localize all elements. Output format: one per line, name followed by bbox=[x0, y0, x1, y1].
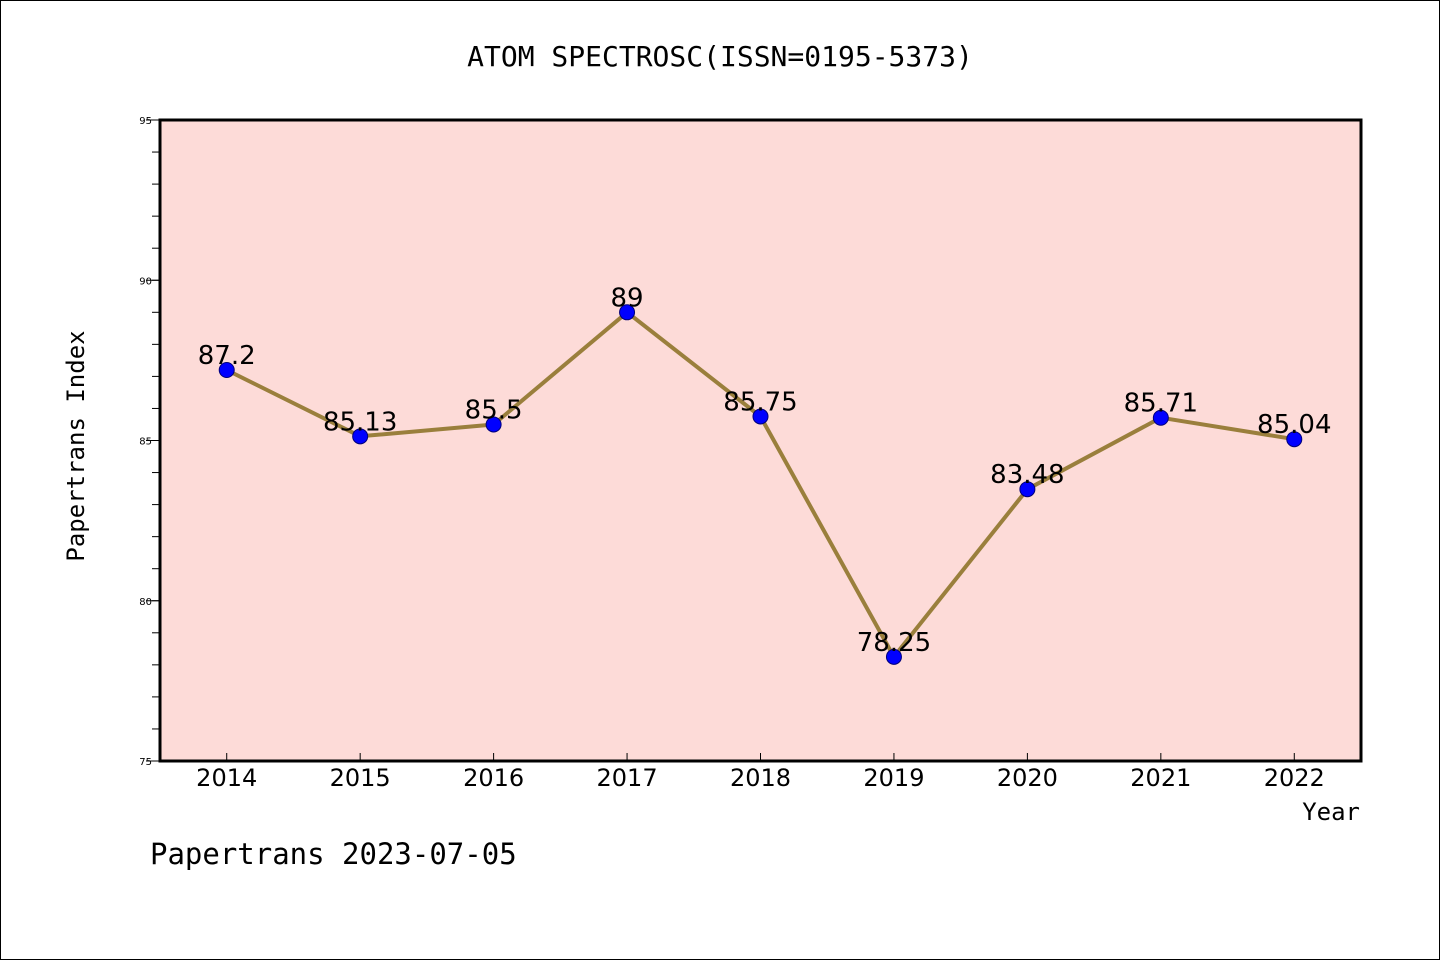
y-tick-label: 90 bbox=[139, 276, 152, 287]
data-labels: 87.2 85.13 85.5 89 85.75 78.25 83.48 85.71 85.04 bbox=[198, 283, 1332, 658]
data-label: 89 bbox=[611, 283, 644, 313]
data-point bbox=[218, 361, 235, 378]
x-axis-ticks: 2014 2015 2016 2017 2018 2019 2020 2021 2022 bbox=[196, 753, 1325, 792]
data-point bbox=[619, 304, 636, 321]
data-point bbox=[352, 428, 369, 445]
y-axis-label: Papertrans Index bbox=[62, 330, 90, 561]
x-tick-label: 2015 bbox=[330, 764, 391, 792]
data-label: 85.5 bbox=[465, 395, 523, 425]
data-point bbox=[1286, 431, 1303, 448]
data-point bbox=[752, 408, 769, 425]
x-tick-label: 2019 bbox=[863, 764, 924, 792]
plot-area bbox=[158, 118, 1363, 763]
x-tick-label: 2022 bbox=[1264, 764, 1325, 792]
y-tick-label: 80 bbox=[139, 597, 152, 608]
data-label: 85.75 bbox=[723, 387, 797, 417]
data-point bbox=[1019, 481, 1036, 498]
x-tick-label: 2021 bbox=[1130, 764, 1191, 792]
data-point bbox=[885, 648, 902, 665]
data-label: 78.25 bbox=[857, 628, 931, 658]
x-tick-label: 2017 bbox=[597, 764, 658, 792]
data-point bbox=[1152, 409, 1169, 426]
data-point bbox=[485, 416, 502, 433]
x-tick-label: 2020 bbox=[997, 764, 1058, 792]
chart-title: ATOM SPECTROSC(ISSN=0195-5373) bbox=[467, 40, 973, 73]
data-label: 85.04 bbox=[1257, 410, 1331, 440]
x-tick-label: 2014 bbox=[196, 764, 257, 792]
data-points bbox=[218, 304, 1303, 665]
x-axis-label: Year bbox=[1302, 798, 1360, 826]
x-tick-label: 2018 bbox=[730, 764, 791, 792]
footer-text: Papertrans 2023-07-05 bbox=[150, 837, 517, 871]
data-label: 83.48 bbox=[990, 460, 1064, 490]
y-tick-label: 85 bbox=[139, 437, 152, 448]
x-tick-label: 2016 bbox=[463, 764, 524, 792]
y-tick-label: 75 bbox=[139, 757, 152, 768]
data-label: 87.2 bbox=[198, 341, 256, 371]
y-tick-label: 95 bbox=[139, 116, 152, 127]
data-label: 85.71 bbox=[1124, 389, 1198, 419]
data-label: 85.13 bbox=[323, 407, 397, 437]
y-axis-ticks: 75 80 85 90 95 bbox=[139, 116, 160, 768]
